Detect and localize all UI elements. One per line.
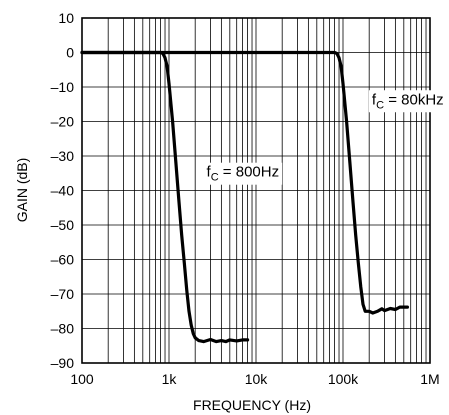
y-tick-label: –20 [51,114,75,130]
annotation-label: fC = 80kHz [372,91,444,111]
x-tick-label: 10k [245,371,269,387]
y-tick-label: –90 [51,355,75,371]
x-tick-label: 1k [162,371,178,387]
x-tick-label: 100 [70,371,94,387]
annotation-background [203,162,283,185]
y-tick-label: –40 [51,183,75,199]
annotations: fC = 800Hz fC = 80kHz [203,90,447,185]
x-tick-labels: 100 1k 10k 100k 1M [70,371,439,387]
y-tick-label: –70 [51,286,75,302]
y-tick-label: 0 [66,45,74,61]
y-axis-label: GAIN (dB) [14,158,30,223]
y-tick-label: –60 [51,252,75,268]
x-axis-label: FREQUENCY (Hz) [193,397,311,413]
series-group [80,50,409,344]
series-line-2 [80,50,409,315]
y-tick-label: –10 [51,79,75,95]
series-line-1 [80,50,250,344]
plot-frame [81,17,431,364]
x-tick-label: 1M [420,371,439,387]
grid [82,18,430,363]
y-tick-label: –80 [51,321,75,337]
annotation-background [368,90,447,113]
y-tick-labels: 10 0 –10 –20 –30 –40 –50 –60 –70 –80 –90 [51,10,75,371]
annotation-label: fC = 800Hz [207,164,280,184]
y-tick-label: 10 [58,10,74,26]
y-tick-label: –50 [51,217,75,233]
x-tick-label: 100k [328,371,359,387]
y-tick-label: –30 [51,148,75,164]
